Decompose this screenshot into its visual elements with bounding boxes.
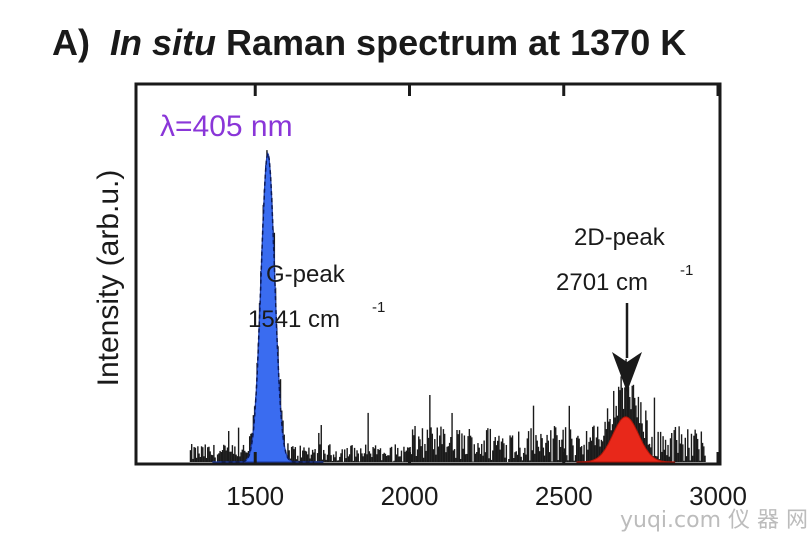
title-italic: In situ: [110, 22, 216, 63]
x-tick-label-3: 3000: [689, 481, 747, 511]
y-axis-label: Intensity (arb.u.): [92, 170, 125, 387]
g-peak-line: [221, 151, 315, 463]
title-rest: Raman spectrum at 1370 K: [226, 22, 687, 63]
watermark: yuqi.com 仪 器 网: [620, 508, 808, 533]
x-tick-label-0: 1500: [226, 481, 284, 511]
x-ticks: [253, 84, 720, 464]
x-tick-labels: 1500 2000 2500 3000: [226, 481, 747, 511]
2d-peak-arrow-head: [612, 352, 642, 392]
2d-peak-position: 2701 cm: [556, 269, 648, 296]
wavelength-label: λ=405 nm: [160, 110, 293, 143]
g-peak-position: 1541 cm: [248, 306, 340, 333]
2d-peak-name: 2D-peak: [574, 224, 666, 251]
chart-title: A) In situ Raman spectrum at 1370 K: [52, 22, 686, 64]
g-peak-name: G-peak: [266, 261, 346, 288]
x-tick-label-1: 2000: [381, 481, 439, 511]
g-peak-superscript: -1: [372, 299, 385, 316]
2d-peak-superscript: -1: [680, 262, 693, 279]
plot-frame: [134, 82, 722, 466]
x-tick-label-2: 2500: [535, 481, 593, 511]
panel-label: A): [52, 22, 90, 63]
2d-peak-fill: [576, 416, 676, 463]
